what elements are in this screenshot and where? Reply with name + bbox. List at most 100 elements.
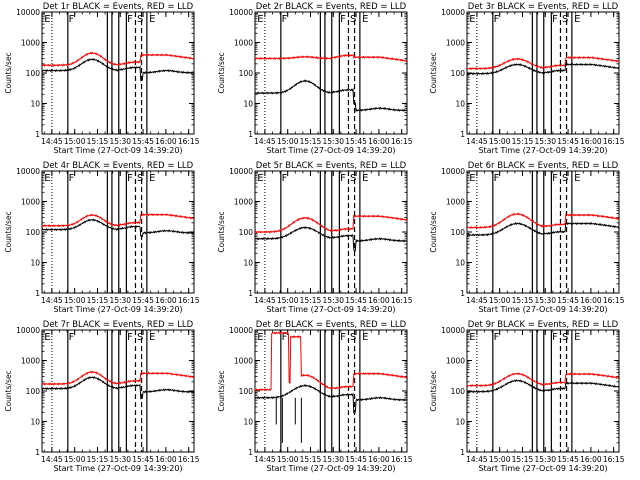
- lld-rate-line: [255, 53, 407, 63]
- x-tick-label: 15:15: [87, 455, 109, 464]
- x-tick-label: 16:00: [580, 137, 602, 146]
- panel-det-4: Det 4r BLACK = Events, RED = LLD 1 10 100 10…: [4, 161, 200, 314]
- x-tick-label: 14:45: [254, 455, 276, 464]
- x-tick-label: 15:15: [300, 296, 322, 305]
- flag-letter: E: [574, 173, 580, 184]
- flag-letter: F: [69, 14, 75, 25]
- x-tick-label: 15:15: [512, 296, 534, 305]
- flag-letter: S: [562, 332, 568, 343]
- flag-letter: E: [44, 332, 50, 343]
- x-tick-label: 16:15: [391, 455, 413, 464]
- y-tick-label: 10: [243, 259, 253, 268]
- flag-letter: F: [552, 332, 558, 343]
- x-tick-label: 14:45: [41, 455, 63, 464]
- event-rate-line: [467, 379, 619, 394]
- y-tick-label: 1: [35, 130, 40, 139]
- x-tick-label: 15:15: [300, 137, 322, 146]
- y-tick-label: 1000: [21, 357, 40, 366]
- x-tick-label: 15:30: [534, 296, 556, 305]
- flag-letter: E: [469, 332, 475, 343]
- y-tick-label: 1: [460, 289, 465, 298]
- x-tick-label: 16:00: [368, 455, 390, 464]
- flag-letter: E: [257, 332, 263, 343]
- flag-letter: S: [350, 14, 356, 25]
- axes-frame: [41, 11, 195, 135]
- x-tick-label: 15:45: [345, 296, 367, 305]
- x-axis-label: Start Time (27-Oct-09 14:39:20): [266, 146, 395, 155]
- x-tick-label: 16:00: [580, 455, 602, 464]
- x-axis-label: Start Time (27-Oct-09 14:39:20): [53, 305, 182, 314]
- event-rate-line: [467, 221, 619, 237]
- y-tick-label: 10000: [441, 167, 465, 176]
- flag-letter: S: [137, 332, 143, 343]
- x-tick-label: 16:15: [603, 137, 625, 146]
- y-tick-label: 1: [35, 448, 40, 457]
- y-axis-label: Counts/sec: [429, 211, 438, 252]
- panel-title: Det 9r BLACK = Events, RED = LLD: [468, 320, 619, 330]
- x-axis-label: Start Time (27-Oct-09 14:39:20): [478, 464, 607, 473]
- x-tick-label: 15:30: [109, 296, 131, 305]
- panel-det-7: Det 7r BLACK = Events, RED = LLD 1 10 100 10…: [4, 320, 200, 473]
- x-tick-label: 16:00: [155, 137, 177, 146]
- y-tick-label: 1000: [446, 357, 465, 366]
- lld-rate-line: [42, 213, 194, 228]
- lld-rate-line: [467, 372, 619, 388]
- x-tick-label: 16:15: [603, 455, 625, 464]
- y-tick-label: 10000: [441, 8, 465, 17]
- x-axis-label: Start Time (27-Oct-09 14:39:20): [266, 464, 395, 473]
- y-tick-label: 1: [35, 289, 40, 298]
- x-tick-label: 16:00: [155, 296, 177, 305]
- panel-det-8: Det 8r BLACK = Events, RED = LLD 1 10 100 10…: [217, 320, 413, 473]
- y-tick-label: 1000: [21, 39, 40, 48]
- x-tick-label: 15:45: [345, 137, 367, 146]
- x-tick-label: 15:30: [322, 455, 344, 464]
- panel-det-3: Det 3r BLACK = Events, RED = LLD 1 10 100 10…: [429, 2, 625, 155]
- y-tick-label: 10000: [16, 326, 40, 335]
- x-tick-label: 14:45: [466, 296, 488, 305]
- y-tick-label: 100: [26, 69, 41, 78]
- lld-rate-line: [42, 51, 194, 67]
- flag-letter: E: [149, 14, 155, 25]
- y-tick-label: 1000: [446, 198, 465, 207]
- panel-title: Det 4r BLACK = Events, RED = LLD: [43, 161, 194, 171]
- y-tick-label: 100: [239, 69, 254, 78]
- y-tick-label: 10: [30, 418, 40, 427]
- x-tick-label: 16:00: [580, 296, 602, 305]
- x-tick-label: 15:45: [345, 455, 367, 464]
- event-rate-line: [42, 57, 194, 82]
- panel-title: Det 7r BLACK = Events, RED = LLD: [43, 320, 194, 330]
- x-axis-label: Start Time (27-Oct-09 14:39:20): [478, 305, 607, 314]
- x-tick-label: 15:30: [109, 137, 131, 146]
- x-tick-label: 14:45: [254, 137, 276, 146]
- x-tick-label: 15:15: [512, 455, 534, 464]
- x-tick-label: 16:15: [391, 296, 413, 305]
- axes-frame: [41, 170, 195, 294]
- flag-letter: F: [127, 14, 133, 25]
- y-tick-label: 1: [248, 130, 253, 139]
- x-tick-label: 15:15: [512, 137, 534, 146]
- y-tick-label: 100: [239, 228, 254, 237]
- flag-letter: F: [552, 173, 558, 184]
- panel-title: Det 8r BLACK = Events, RED = LLD: [256, 320, 407, 330]
- flag-letter: E: [149, 332, 155, 343]
- y-tick-label: 100: [451, 69, 466, 78]
- flag-letter: S: [137, 173, 143, 184]
- x-tick-label: 15:45: [132, 296, 154, 305]
- y-tick-label: 1: [460, 448, 465, 457]
- y-axis-label: Counts/sec: [4, 211, 13, 252]
- y-tick-label: 10000: [229, 167, 253, 176]
- x-tick-label: 15:00: [64, 455, 86, 464]
- panel-title: Det 6r BLACK = Events, RED = LLD: [468, 161, 619, 171]
- x-tick-label: 14:45: [466, 137, 488, 146]
- y-tick-label: 100: [26, 228, 41, 237]
- lld-rate-line: [255, 213, 407, 234]
- flag-letter: E: [574, 14, 580, 25]
- y-tick-label: 100: [451, 387, 466, 396]
- panel-det-2: Det 2r BLACK = Events, RED = LLD 1 10 100 10…: [217, 2, 413, 155]
- flag-letter: S: [562, 14, 568, 25]
- x-tick-label: 16:00: [368, 137, 390, 146]
- flag-letter: F: [552, 14, 558, 25]
- x-tick-label: 14:45: [41, 137, 63, 146]
- x-tick-label: 16:15: [178, 455, 200, 464]
